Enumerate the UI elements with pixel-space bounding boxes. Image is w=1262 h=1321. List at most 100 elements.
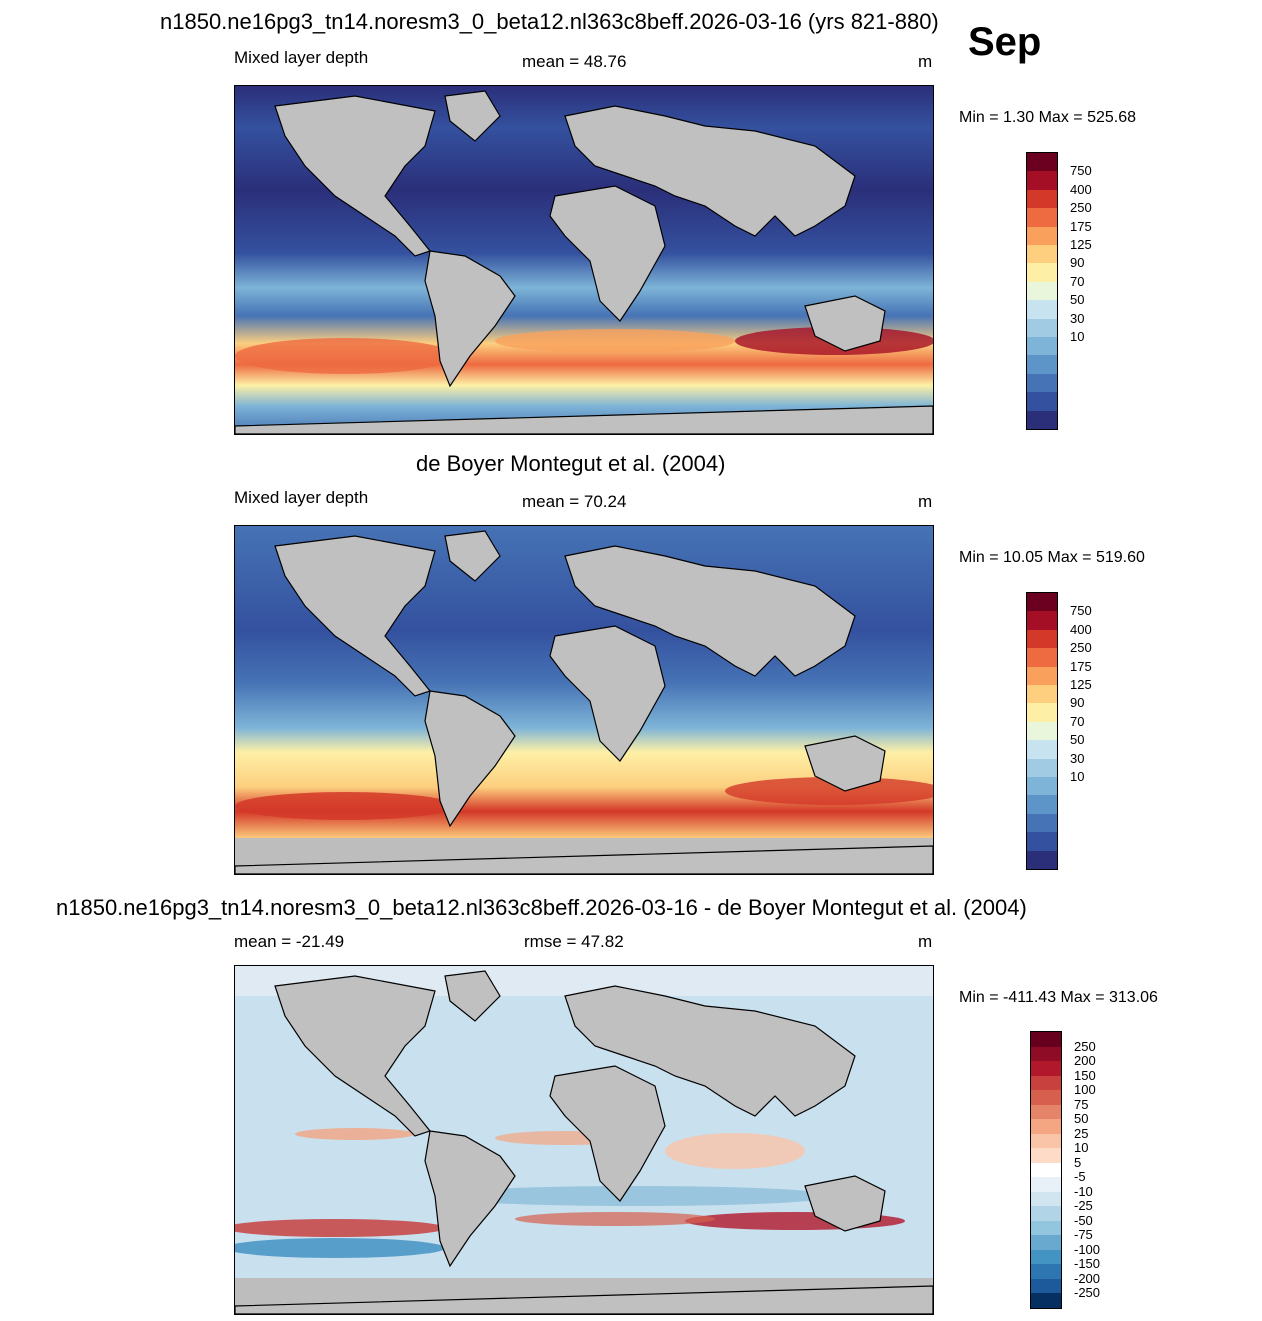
colorbar-swatch: [1027, 666, 1057, 686]
colorbar-label: -100: [1074, 1241, 1101, 1257]
continent-shape: [235, 405, 933, 434]
colorbar-swatch: [1027, 281, 1057, 301]
colorbar-label: 400: [1070, 181, 1092, 197]
colorbar-swatch: [1031, 1264, 1061, 1280]
colorbar-label: 750: [1070, 163, 1092, 179]
colorbar-label: 175: [1070, 218, 1092, 234]
colorbar-swatch: [1031, 1075, 1061, 1091]
colorbar-swatch: [1031, 1293, 1061, 1309]
colorbar-label: 50: [1074, 1111, 1089, 1127]
panel1-colorbar: [1026, 152, 1058, 430]
colorbar-swatch: [1027, 208, 1057, 228]
colorbar-swatch: [1027, 685, 1057, 704]
panel3-map-svg: [235, 966, 933, 1314]
panel2-map: [234, 525, 934, 875]
continent-shape: [564, 985, 856, 1117]
panel1-minmax: Min = 1.30 Max = 525.68: [959, 109, 1136, 126]
panel3-units: m: [918, 932, 933, 951]
colorbar-swatch: [1027, 777, 1057, 796]
continent-shape: [549, 625, 666, 762]
colorbar-swatch: [1027, 189, 1057, 209]
colorbar-swatch: [1027, 171, 1057, 191]
colorbar-label: 175: [1070, 658, 1092, 674]
continent-shape: [424, 250, 516, 388]
continent-shape: [235, 1285, 933, 1314]
panel1-variable-label: Mixed layer depth: [234, 48, 369, 67]
colorbar-swatch: [1027, 245, 1057, 264]
colorbar-swatch: [1027, 703, 1057, 723]
colorbar-swatch: [1031, 1061, 1061, 1077]
colorbar-swatch: [1031, 1032, 1061, 1048]
panel2-title: de Boyer Montegut et al. (2004): [416, 451, 726, 476]
colorbar-swatch: [1027, 355, 1057, 375]
colorbar-swatch: [1031, 1090, 1061, 1106]
colorbar-swatch: [1027, 153, 1057, 172]
panel2-map-svg: [235, 526, 933, 874]
colorbar-swatch: [1027, 593, 1057, 612]
panel3-rmse: rmse = 47.82: [524, 932, 624, 951]
panel2-units: m: [918, 492, 933, 511]
colorbar-label: 200: [1074, 1053, 1096, 1069]
colorbar-swatch: [1031, 1191, 1061, 1207]
colorbar-swatch: [1031, 1278, 1061, 1294]
colorbar-label: 90: [1070, 695, 1085, 711]
panel3-map: [234, 965, 934, 1315]
continent-shape: [424, 1130, 516, 1268]
colorbar-label: 30: [1070, 310, 1085, 326]
colorbar-label: 5: [1074, 1154, 1082, 1170]
colorbar-swatch: [1027, 850, 1057, 870]
colorbar-label: 400: [1070, 621, 1092, 637]
panel3-mean: mean = -21.49: [234, 932, 345, 951]
colorbar-label: -10: [1074, 1183, 1093, 1199]
continent-shape: [804, 295, 886, 352]
colorbar-label: 10: [1070, 329, 1085, 344]
colorbar-label: -200: [1074, 1270, 1101, 1286]
colorbar-swatch: [1027, 758, 1057, 778]
colorbar-label: 10: [1070, 769, 1085, 784]
panel1-map: [234, 85, 934, 435]
colorbar-label: 70: [1070, 713, 1085, 729]
colorbar-label: 150: [1074, 1067, 1096, 1083]
colorbar-label: 250: [1070, 640, 1092, 656]
colorbar-label: 70: [1070, 273, 1085, 289]
colorbar-swatch: [1027, 629, 1057, 649]
colorbar-swatch: [1027, 226, 1057, 246]
colorbar-swatch: [1027, 392, 1057, 412]
colorbar-label: 10: [1074, 1140, 1089, 1156]
colorbar-label: -5: [1074, 1169, 1086, 1185]
colorbar-swatch: [1027, 300, 1057, 320]
colorbar-swatch: [1031, 1148, 1061, 1164]
colorbar-swatch: [1027, 337, 1057, 356]
colorbar-swatch: [1031, 1177, 1061, 1193]
panel2-mean: mean = 70.24: [522, 492, 627, 511]
colorbar-swatch: [1031, 1119, 1061, 1135]
colorbar-label: -250: [1074, 1285, 1101, 1301]
panel3-title: n1850.ne16pg3_tn14.noresm3_0_beta12.nl36…: [56, 895, 1027, 920]
colorbar-label: 90: [1070, 255, 1085, 271]
continent-shape: [444, 970, 501, 1022]
colorbar-label: 30: [1070, 750, 1085, 766]
colorbar-label: 75: [1074, 1096, 1089, 1112]
colorbar-swatch: [1027, 832, 1057, 852]
colorbar-label: 50: [1070, 292, 1085, 308]
continent-shape: [424, 690, 516, 828]
colorbar-label: 250: [1070, 200, 1092, 216]
continent-shape: [804, 735, 886, 792]
colorbar-swatch: [1031, 1206, 1061, 1222]
colorbar-swatch: [1027, 318, 1057, 338]
colorbar-label: 125: [1070, 677, 1092, 692]
continent-shape: [549, 185, 666, 322]
panel3-minmax: Min = -411.43 Max = 313.06: [959, 989, 1158, 1006]
colorbar-swatch: [1027, 373, 1057, 393]
continent-shape: [444, 90, 501, 142]
colorbar-label: -75: [1074, 1227, 1093, 1243]
colorbar-swatch: [1027, 648, 1057, 668]
panel1-map-svg: [235, 86, 933, 434]
continent-shape: [804, 1175, 886, 1232]
colorbar-swatch: [1031, 1133, 1061, 1149]
panel2-variable-label: Mixed layer depth: [234, 488, 369, 507]
colorbar-label: 25: [1074, 1125, 1089, 1141]
colorbar-swatch: [1031, 1235, 1061, 1251]
panel2-minmax: Min = 10.05 Max = 519.60: [959, 549, 1145, 566]
continent-shape: [235, 845, 933, 874]
